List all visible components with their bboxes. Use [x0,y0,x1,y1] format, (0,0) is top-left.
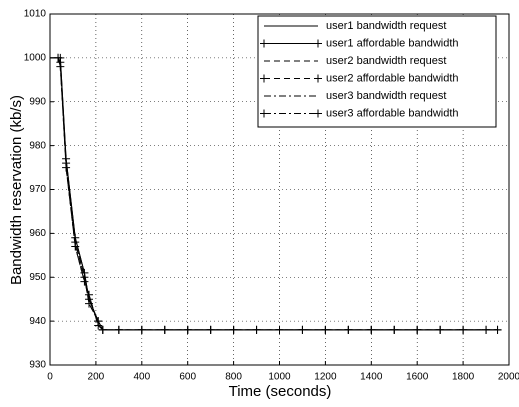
data-marker [94,321,103,330]
y-tick-label: 950 [29,272,46,283]
data-marker [56,62,65,71]
plot-frame [49,13,510,366]
x-tick-label: 800 [225,372,242,383]
x-tick-label: 1400 [360,372,383,383]
y-tick-label: 960 [29,228,46,239]
y-tick-label: 1010 [24,9,47,20]
y-tick-label: 970 [29,184,46,195]
data-marker [344,325,353,334]
data-marker [80,277,89,286]
x-tick-label: 1600 [406,372,429,383]
legend-label: user3 affordable bandwidth [326,107,459,119]
data-marker [229,325,238,334]
x-axis-title: Time (seconds) [229,383,332,400]
legend-label: user2 bandwidth request [326,55,446,67]
data-marker [367,325,376,334]
data-marker [298,325,307,334]
x-tick-label: 200 [88,372,105,383]
data-marker [137,325,146,334]
data-marker [160,325,169,334]
y-tick-label: 940 [29,316,46,327]
data-marker [275,325,284,334]
legend-label: user3 bandwidth request [326,90,446,102]
legend-label: user1 affordable bandwidth [326,37,459,49]
data-marker [436,325,445,334]
x-tick-label: 1200 [314,372,337,383]
data-marker [62,163,71,172]
data-marker [206,325,215,334]
data-marker [459,325,468,334]
data-marker [183,325,192,334]
data-marker [85,290,94,299]
legend-label: user1 bandwidth request [326,20,446,32]
x-tick-label: 2000 [498,372,519,383]
y-tick-label: 1000 [24,53,47,64]
data-marker [114,325,123,334]
data-marker [321,325,330,334]
x-tick-label: 1800 [452,372,475,383]
y-tick-label: 930 [29,360,46,371]
data-marker [390,325,399,334]
data-marker [71,242,80,251]
data-marker [482,325,491,334]
data-marker [252,325,261,334]
x-tick-label: 400 [133,372,150,383]
data-marker [54,53,63,62]
x-tick-label: 0 [47,372,53,383]
data-marker [413,325,422,334]
legend-label: user2 affordable bandwidth [326,72,459,84]
legend-marker [260,109,322,118]
y-tick-label: 980 [29,140,46,151]
y-tick-label: 990 [29,96,46,107]
data-marker [98,325,107,334]
data-marker [493,325,502,334]
x-tick-label: 1000 [268,372,291,383]
legend-marker [260,39,322,48]
legend-marker [260,74,322,83]
y-axis-title: Bandwidth reservation (kb/s) [8,95,25,285]
x-tick-label: 600 [179,372,196,383]
legend-box [257,15,497,128]
